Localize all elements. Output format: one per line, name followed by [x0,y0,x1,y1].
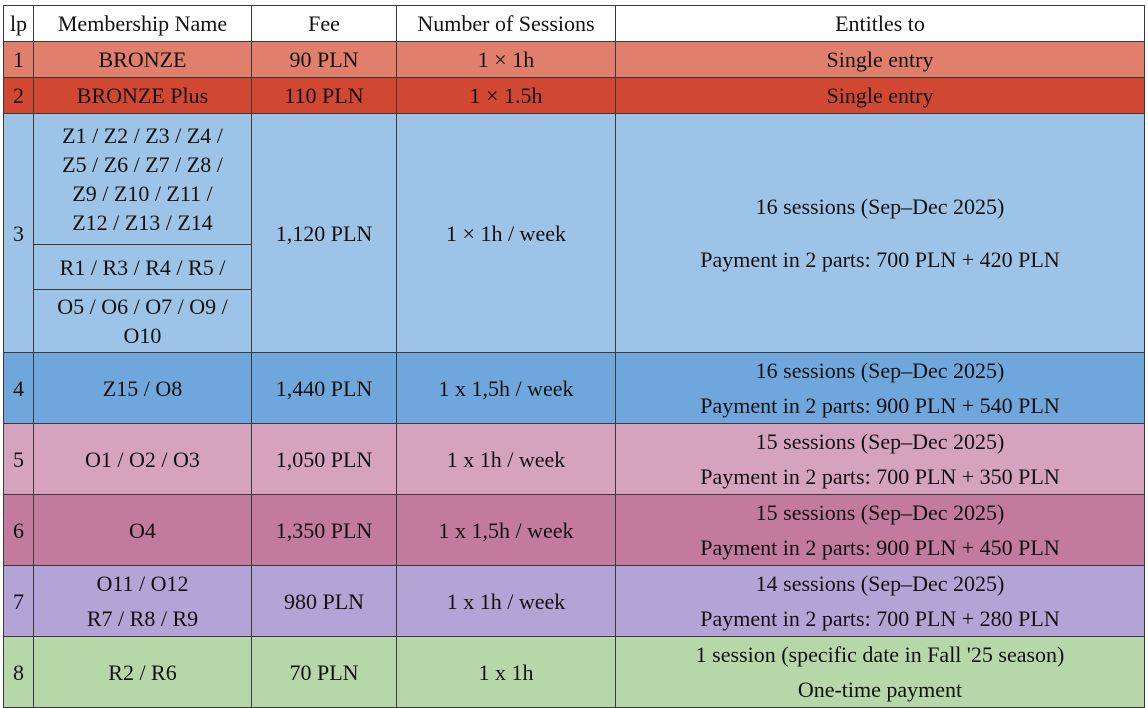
table-row: 7 O11 / O12 R7 / R8 / R9 980 PLN 1 x 1h … [3,565,1145,637]
cell-lp: 5 [3,423,34,495]
cell-sessions: 1 × 1h / week [396,113,616,353]
cell-lp: 8 [3,636,34,708]
cell-fee: 980 PLN [251,565,397,637]
entitles-line-2: Payment in 2 parts: 900 PLN + 540 PLN [700,393,1060,418]
cell-membership-name-r: R1 / R3 / R4 / R5 / [33,244,252,290]
entitles-line-2: Payment in 2 parts: 700 PLN + 350 PLN [700,464,1060,489]
entitles-line-1: 16 sessions (Sep–Dec 2025) [755,194,1005,219]
name-line: R7 / R8 / R9 [86,606,199,631]
cell-sessions: 1 x 1,5h / week [396,494,616,566]
entitles-line-1: 16 sessions (Sep–Dec 2025) [755,358,1005,383]
table-row: 6 O4 1,350 PLN 1 x 1,5h / week 15 sessio… [3,494,1145,566]
table-row: 4 Z15 / O8 1,440 PLN 1 x 1,5h / week 16 … [3,352,1145,424]
name-line: Z9 / Z10 / Z11 / [72,181,213,206]
cell-lp: 4 [3,352,34,424]
table-row: 3 Z1 / Z2 / Z3 / Z4 / Z5 / Z6 / Z7 / Z8 … [3,113,1145,353]
header-entitles-to: Entitles to [615,5,1145,42]
cell-membership-name-o: O5 / O6 / O7 / O9 / O10 [33,289,252,353]
cell-entitles: Single entry [615,41,1145,78]
header-number-of-sessions: Number of Sessions [396,5,616,42]
entitles-line-1: 14 sessions (Sep–Dec 2025) [755,571,1005,596]
entitles-line-2: One-time payment [797,677,963,702]
entitles-line-2: Payment in 2 parts: 700 PLN + 280 PLN [700,606,1060,631]
cell-sessions: 1 x 1h / week [396,423,616,495]
cell-membership-name: O4 [33,494,252,566]
cell-fee: 90 PLN [251,41,397,78]
cell-lp: 2 [3,77,34,114]
cell-fee: 110 PLN [251,77,397,114]
cell-entitles: 16 sessions (Sep–Dec 2025) Payment in 2 … [615,113,1145,353]
cell-membership-name: BRONZE Plus [33,77,252,114]
name-line: Z1 / Z2 / Z3 / Z4 / [62,123,223,148]
cell-membership-name-z: Z1 / Z2 / Z3 / Z4 / Z5 / Z6 / Z7 / Z8 / … [33,113,252,245]
cell-membership-name: O1 / O2 / O3 [33,423,252,495]
cell-sessions: 1 × 1h [396,41,616,78]
entitles-line-1: 15 sessions (Sep–Dec 2025) [755,429,1005,454]
header-lp: lp [3,5,34,42]
cell-fee: 70 PLN [251,636,397,708]
cell-entitles: Single entry [615,77,1145,114]
header-fee: Fee [251,5,397,42]
name-line: Z5 / Z6 / Z7 / Z8 / [62,152,223,177]
cell-fee: 1,120 PLN [251,113,397,353]
header-membership-name: Membership Name [33,5,252,42]
cell-entitles: 1 session (specific date in Fall '25 sea… [615,636,1145,708]
header-row: lp Membership Name Fee Number of Session… [3,5,1145,42]
cell-entitles: 15 sessions (Sep–Dec 2025) Payment in 2 … [615,494,1145,566]
cell-lp: 1 [3,41,34,78]
cell-lp: 3 [3,113,34,353]
table-row: 2 BRONZE Plus 110 PLN 1 × 1.5h Single en… [3,77,1145,114]
table-row: 5 O1 / O2 / O3 1,050 PLN 1 x 1h / week 1… [3,423,1145,495]
cell-sessions: 1 x 1h [396,636,616,708]
cell-entitles: 16 sessions (Sep–Dec 2025) Payment in 2 … [615,352,1145,424]
cell-membership-name: O11 / O12 R7 / R8 / R9 [33,565,252,637]
cell-membership-name: R2 / R6 [33,636,252,708]
name-line: O11 / O12 [96,571,189,596]
cell-sessions: 1 x 1h / week [396,565,616,637]
table-row: 8 R2 / R6 70 PLN 1 x 1h 1 session (speci… [3,636,1145,708]
cell-lp: 7 [3,565,34,637]
entitles-line-2: Payment in 2 parts: 700 PLN + 420 PLN [700,247,1060,272]
table-row-sub: R1 / R3 / R4 / R5 / [4,244,1145,290]
table-row-sub: O5 / O6 / O7 / O9 / O10 [4,289,1145,353]
name-line: O10 [123,323,162,348]
table-row: 1 BRONZE 90 PLN 1 × 1h Single entry [3,41,1145,78]
entitles-line-2: Payment in 2 parts: 900 PLN + 450 PLN [700,535,1060,560]
cell-membership-name: BRONZE [33,41,252,78]
cell-fee: 1,050 PLN [251,423,397,495]
entitles-line-1: 15 sessions (Sep–Dec 2025) [755,500,1005,525]
cell-membership-name: Z15 / O8 [33,352,252,424]
entitles-line-1: 1 session (specific date in Fall '25 sea… [695,642,1065,667]
cell-sessions: 1 x 1,5h / week [396,352,616,424]
membership-table: lp Membership Name Fee Number of Session… [3,5,1145,708]
cell-entitles: 14 sessions (Sep–Dec 2025) Payment in 2 … [615,565,1145,637]
name-line: O5 / O6 / O7 / O9 / [57,294,228,319]
cell-sessions: 1 × 1.5h [396,77,616,114]
cell-lp: 6 [3,494,34,566]
cell-fee: 1,440 PLN [251,352,397,424]
cell-fee: 1,350 PLN [251,494,397,566]
cell-entitles: 15 sessions (Sep–Dec 2025) Payment in 2 … [615,423,1145,495]
name-line: Z12 / Z13 / Z14 [72,210,213,235]
